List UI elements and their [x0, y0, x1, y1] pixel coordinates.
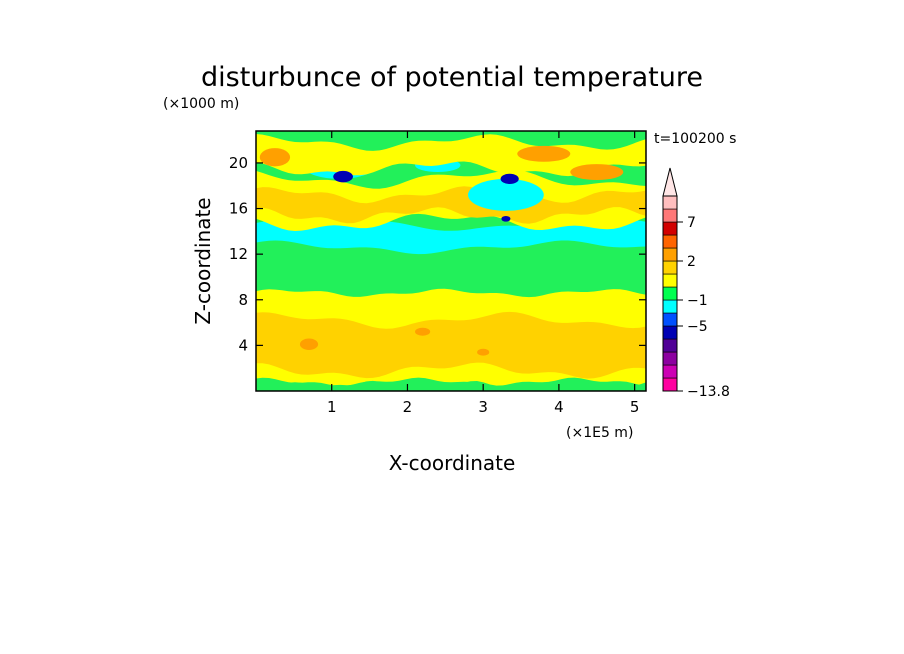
blue-core: [501, 215, 511, 222]
orange-spot: [477, 348, 490, 356]
x-tick-label: 4: [554, 398, 564, 416]
colorbar-band: [662, 364, 678, 379]
time-label: t=100200 s: [654, 131, 736, 147]
chart-title: disturbunce of potential temperature: [201, 62, 703, 93]
colorbar-band: [662, 351, 678, 366]
colorbar-band: [662, 338, 678, 353]
y-tick-label: 12: [229, 245, 248, 263]
plot-frame: [255, 130, 647, 392]
y-axis-label: Z-coordinate: [191, 197, 215, 324]
colorbar-band: [662, 377, 678, 392]
y-tick-label: 16: [229, 200, 248, 218]
colorbar-band: [662, 247, 678, 262]
colorbar-band: [662, 221, 678, 236]
x-tick-label: 5: [630, 398, 640, 416]
y-tick-label: 20: [229, 154, 248, 172]
contour-field: [256, 131, 646, 391]
colorbar-label: 7: [687, 215, 696, 231]
orange-spot: [299, 338, 319, 350]
cyan-patch: [468, 178, 544, 211]
orange-spot: [415, 327, 431, 336]
orange-spot: [570, 164, 624, 181]
colorbar-extend-arrow: [662, 167, 678, 197]
blue-core: [333, 170, 353, 183]
region-yellow-top: [256, 134, 646, 177]
colorbar: 7 2 −1 −5 −13.8: [662, 167, 730, 400]
blue-core: [500, 173, 519, 185]
y-axis: 4 8 12 16 20: [229, 154, 646, 354]
colorbar-label: −13.8: [687, 384, 730, 400]
colorbar-band: [662, 260, 678, 275]
colorbar-band: [662, 234, 678, 249]
x-axis: 1 2 3 4 5: [327, 131, 639, 416]
colorbar-band: [662, 195, 678, 210]
orange-spot: [517, 145, 571, 162]
region-green-bottom: [256, 380, 646, 391]
region-gold-lower: [256, 311, 646, 379]
x-tick-label: 1: [327, 398, 337, 416]
colorbar-band: [662, 208, 678, 223]
colorbar-band: [662, 312, 678, 327]
x-unit-label: (×1E5 m): [566, 425, 633, 441]
colorbar-band: [662, 299, 678, 314]
y-tick-label: 8: [238, 291, 248, 309]
x-tick-label: 3: [478, 398, 488, 416]
region-gold-upper: [256, 186, 646, 224]
colorbar-frame: [662, 195, 678, 392]
y-unit-label: (×1000 m): [163, 96, 239, 112]
colorbar-band: [662, 286, 678, 301]
y-tick-label: 4: [238, 336, 248, 354]
colorbar-band: [662, 273, 678, 288]
colorbar-label: −5: [687, 319, 708, 335]
colorbar-label: −1: [687, 293, 708, 309]
x-tick-label: 2: [403, 398, 413, 416]
colorbar-band: [662, 325, 678, 340]
orange-spot: [259, 148, 291, 167]
x-axis-label: X-coordinate: [389, 451, 516, 475]
colorbar-label: 2: [687, 254, 696, 270]
